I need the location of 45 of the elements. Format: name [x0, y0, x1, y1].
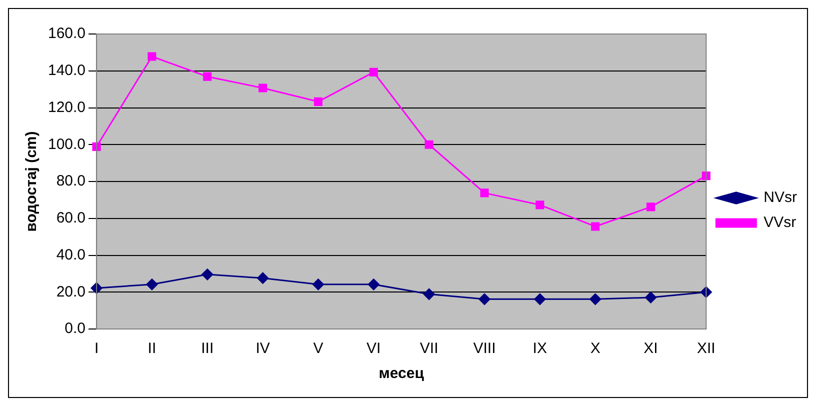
y-tick-label: 100.0 — [48, 136, 86, 153]
point — [590, 293, 602, 305]
x-axis-title: месец — [378, 365, 425, 382]
point — [148, 52, 156, 61]
x-tick-label: V — [313, 340, 324, 358]
point — [478, 293, 490, 305]
x-tick-label: VI — [366, 340, 381, 358]
y-tick-label: 140.0 — [48, 62, 86, 80]
point — [369, 68, 378, 76]
point — [368, 278, 380, 290]
x-tick-label: XII — [696, 340, 716, 358]
x-tick-label: XI — [644, 340, 658, 358]
point — [534, 293, 546, 305]
x-tick-label: IV — [256, 340, 270, 358]
legend-label: NVsr — [764, 189, 798, 206]
point — [423, 288, 435, 300]
point — [203, 72, 212, 81]
y-axis-title: водостај (cm) — [23, 131, 40, 232]
point — [146, 278, 158, 290]
point — [258, 84, 268, 92]
x-tick-label: X — [590, 340, 600, 358]
point — [314, 97, 323, 106]
point — [644, 292, 656, 304]
point — [536, 200, 544, 210]
y-tick-label: 40.0 — [56, 246, 86, 264]
point — [312, 278, 324, 290]
y-tick-label: 0.0 — [64, 320, 86, 338]
y-tick-label: 60.0 — [56, 210, 86, 227]
y-tick-label: 160.0 — [48, 25, 86, 42]
point — [480, 188, 489, 198]
legend-label: VVsr — [764, 214, 796, 232]
y-tick-label: 80.0 — [56, 172, 86, 190]
y-tick-label: 120.0 — [48, 98, 86, 116]
point — [591, 222, 600, 231]
point — [257, 272, 269, 284]
x-tick-label: IX — [532, 340, 547, 358]
point — [202, 268, 214, 280]
x-tick-label: I — [94, 340, 99, 358]
x-tick-label: VII — [420, 340, 438, 358]
point — [424, 140, 434, 149]
point — [646, 202, 656, 212]
y-tick-label: 20.0 — [56, 283, 86, 300]
x-tick-label: VIII — [473, 340, 496, 358]
x-tick-label: II — [148, 340, 156, 358]
x-tick-label: III — [201, 340, 214, 358]
